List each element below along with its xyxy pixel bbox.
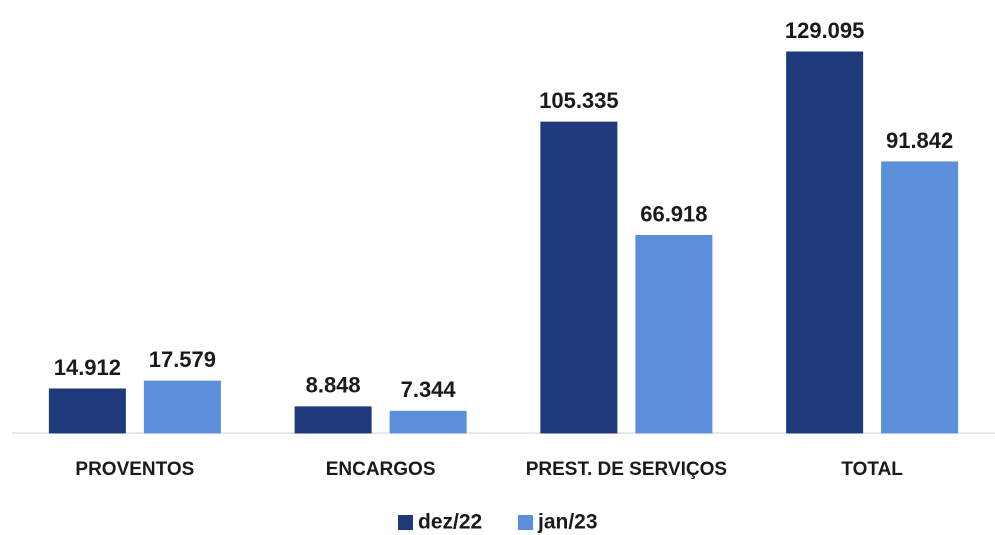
legend-label: jan/23 [537,511,598,534]
bar [143,380,221,434]
bar [294,406,372,434]
bar [786,51,864,434]
legend-swatch [518,515,533,530]
bar [389,410,467,434]
bar [48,388,126,434]
value-label: 105.335 [539,88,619,113]
bar [635,235,713,434]
value-label: 129.095 [785,18,865,43]
value-label: 14.912 [54,355,121,380]
x-tick-label: PREST. DE SERVIÇOS [526,459,727,480]
bar [540,121,618,434]
value-label: 91.842 [886,128,953,153]
legend-label: dez/22 [418,511,482,534]
x-tick-label: ENCARGOS [326,459,436,480]
value-label: 8.848 [306,373,361,398]
x-tick-label: TOTAL [841,459,903,480]
value-label: 7.344 [401,377,457,402]
value-label: 66.918 [640,201,707,226]
legend-swatch [398,515,413,530]
value-label: 17.579 [149,347,216,372]
bar [881,161,959,434]
x-tick-label: PROVENTOS [75,459,194,480]
